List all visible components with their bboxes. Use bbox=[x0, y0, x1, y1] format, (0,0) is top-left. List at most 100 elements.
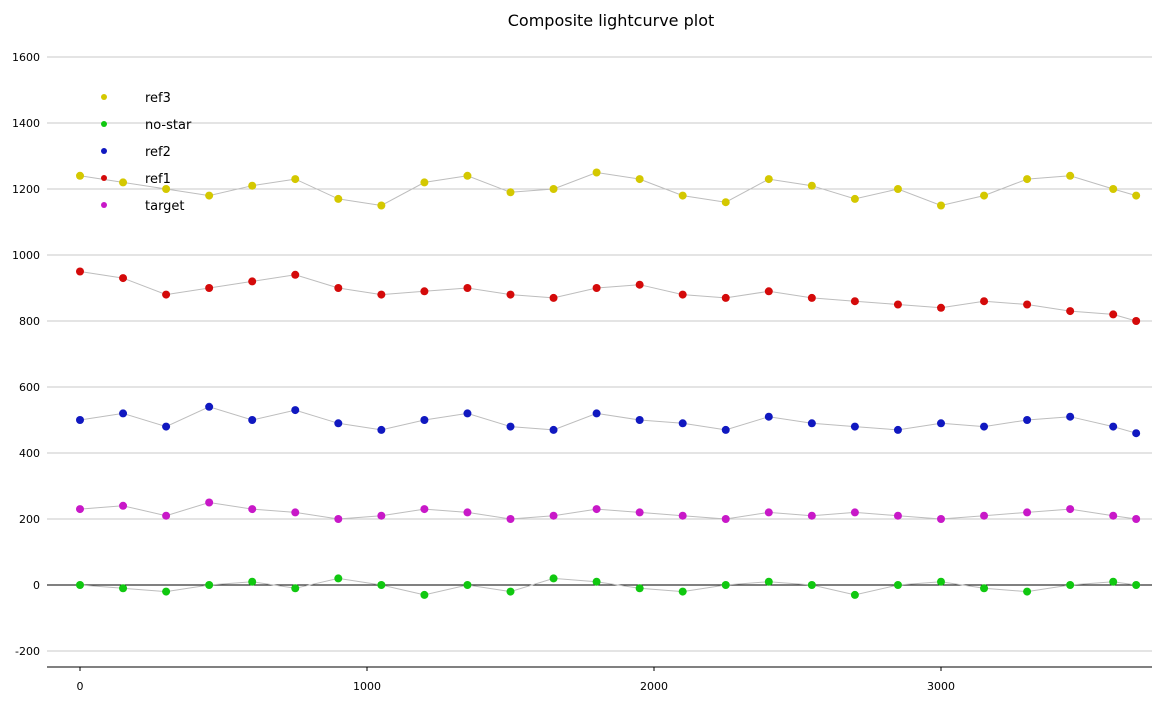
point-ref2 bbox=[1066, 412, 1075, 421]
point-ref1 bbox=[850, 297, 859, 306]
point-ref1 bbox=[635, 280, 644, 289]
point-target bbox=[937, 515, 945, 523]
point-target bbox=[1132, 515, 1141, 523]
y-tick-label: 1000 bbox=[12, 249, 40, 262]
point-target bbox=[119, 501, 128, 510]
point-ref3 bbox=[291, 175, 300, 184]
point-target bbox=[980, 511, 989, 520]
point-ref2 bbox=[377, 425, 386, 434]
point-ref1 bbox=[1066, 307, 1075, 316]
point-target bbox=[420, 505, 429, 514]
point-ref2 bbox=[980, 422, 989, 431]
point-target bbox=[334, 515, 343, 523]
point-ref3 bbox=[721, 198, 730, 207]
point-ref2 bbox=[162, 422, 171, 431]
legend-label-ref1: ref1 bbox=[145, 172, 171, 187]
point-ref2 bbox=[1109, 422, 1118, 431]
point-ref1 bbox=[420, 287, 429, 296]
legend-marker-no-star bbox=[101, 121, 107, 127]
point-target bbox=[893, 511, 902, 520]
point-ref2 bbox=[1023, 416, 1032, 424]
point-no-star bbox=[506, 587, 515, 596]
point-ref3 bbox=[162, 185, 171, 193]
series-ref1 bbox=[76, 267, 1141, 325]
plot-area bbox=[47, 40, 1152, 667]
legend-marker-ref3 bbox=[101, 94, 107, 100]
point-target bbox=[506, 515, 515, 523]
point-target bbox=[162, 511, 171, 520]
point-ref2 bbox=[678, 419, 687, 428]
point-no-star bbox=[205, 581, 214, 589]
point-no-star bbox=[119, 584, 128, 593]
point-no-star bbox=[1023, 587, 1032, 596]
point-ref3 bbox=[1109, 185, 1118, 193]
point-ref3 bbox=[764, 175, 773, 184]
point-ref1 bbox=[980, 297, 989, 306]
point-ref2 bbox=[549, 425, 558, 434]
legend-label-ref3: ref3 bbox=[145, 91, 171, 106]
point-ref2 bbox=[893, 425, 902, 434]
point-ref1 bbox=[592, 284, 601, 292]
point-ref1 bbox=[721, 293, 730, 302]
point-ref1 bbox=[1023, 300, 1032, 309]
point-target bbox=[377, 511, 386, 520]
series-no-star bbox=[76, 574, 1141, 599]
y-tick-label: 1400 bbox=[12, 117, 40, 130]
point-target bbox=[1109, 511, 1118, 520]
point-target bbox=[764, 508, 773, 517]
x-tick-label: 0 bbox=[77, 680, 84, 693]
legend-label-no-star: no-star bbox=[145, 118, 192, 133]
point-no-star bbox=[1132, 581, 1141, 589]
legend-marker-target bbox=[101, 202, 107, 208]
point-ref2 bbox=[205, 402, 214, 411]
series-target bbox=[76, 498, 1141, 523]
point-no-star bbox=[1109, 577, 1118, 586]
point-ref3 bbox=[592, 168, 601, 177]
x-tick-label: 1000 bbox=[353, 680, 381, 693]
series-layer bbox=[76, 168, 1141, 599]
series-ref3 bbox=[76, 168, 1141, 210]
point-ref2 bbox=[1132, 429, 1141, 438]
point-no-star bbox=[549, 574, 558, 583]
point-ref2 bbox=[764, 412, 773, 421]
point-ref1 bbox=[291, 270, 300, 279]
legend-marker-ref1 bbox=[101, 175, 107, 181]
point-target bbox=[678, 511, 687, 520]
point-ref1 bbox=[205, 284, 214, 292]
point-no-star bbox=[980, 584, 989, 593]
y-tick-label: 0 bbox=[33, 579, 40, 592]
point-ref2 bbox=[334, 419, 343, 428]
point-target bbox=[76, 505, 84, 514]
point-no-star bbox=[893, 581, 902, 589]
point-ref3 bbox=[76, 171, 84, 180]
series-line-target bbox=[79, 501, 1137, 520]
point-target bbox=[291, 508, 300, 517]
point-ref2 bbox=[76, 416, 84, 424]
point-no-star bbox=[592, 577, 601, 586]
point-ref2 bbox=[721, 425, 730, 434]
point-ref3 bbox=[549, 185, 558, 193]
point-ref2 bbox=[420, 416, 429, 424]
y-tick-label: 600 bbox=[19, 381, 40, 394]
point-ref3 bbox=[1023, 175, 1032, 184]
point-ref1 bbox=[1109, 310, 1118, 319]
point-ref1 bbox=[377, 290, 386, 299]
point-ref3 bbox=[205, 191, 214, 200]
point-no-star bbox=[1066, 581, 1075, 589]
point-ref3 bbox=[420, 178, 429, 187]
series-line-ref3 bbox=[79, 171, 1137, 207]
legend-label-ref2: ref2 bbox=[145, 145, 171, 160]
y-tick-labels: -200 0 200 400 600 800 1000 1200 1400 1600 bbox=[12, 51, 40, 658]
point-no-star bbox=[162, 587, 171, 596]
point-ref1 bbox=[162, 290, 171, 299]
point-no-star bbox=[420, 590, 429, 599]
chart-title: Composite lightcurve plot bbox=[508, 11, 715, 30]
point-ref2 bbox=[937, 419, 945, 428]
point-no-star bbox=[678, 587, 687, 596]
point-ref2 bbox=[119, 409, 128, 418]
point-ref3 bbox=[1132, 191, 1141, 200]
point-no-star bbox=[334, 574, 343, 583]
point-no-star bbox=[635, 584, 644, 593]
point-ref3 bbox=[937, 201, 945, 210]
